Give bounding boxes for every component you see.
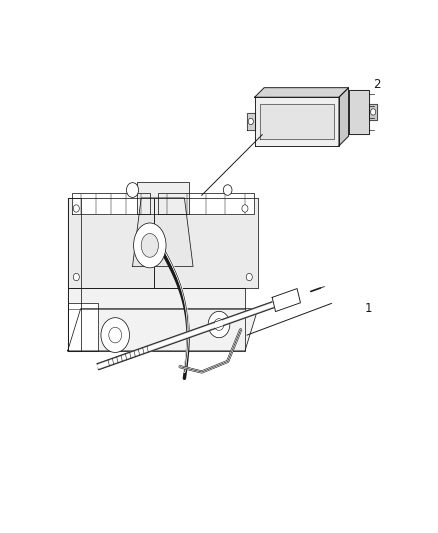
Circle shape	[371, 109, 376, 115]
Circle shape	[73, 205, 79, 212]
Polygon shape	[154, 198, 258, 288]
Circle shape	[248, 118, 253, 125]
Polygon shape	[272, 288, 300, 312]
Polygon shape	[67, 303, 98, 351]
Ellipse shape	[141, 233, 159, 257]
Polygon shape	[98, 297, 292, 368]
Polygon shape	[369, 103, 377, 120]
Polygon shape	[97, 295, 292, 370]
Text: 1: 1	[364, 302, 372, 315]
Polygon shape	[137, 182, 189, 214]
Text: 2: 2	[373, 78, 381, 91]
Circle shape	[214, 319, 224, 330]
Circle shape	[101, 318, 130, 352]
Circle shape	[223, 185, 232, 195]
Polygon shape	[260, 103, 334, 140]
Polygon shape	[349, 90, 369, 134]
Circle shape	[127, 183, 138, 197]
Polygon shape	[159, 192, 254, 214]
Polygon shape	[339, 88, 349, 146]
Polygon shape	[72, 192, 150, 214]
Circle shape	[246, 273, 252, 281]
Polygon shape	[67, 198, 81, 351]
Polygon shape	[133, 198, 193, 266]
Circle shape	[208, 311, 230, 338]
Circle shape	[73, 273, 79, 281]
Polygon shape	[67, 309, 258, 351]
Polygon shape	[67, 198, 154, 288]
Polygon shape	[254, 88, 349, 97]
Polygon shape	[247, 113, 254, 130]
Polygon shape	[254, 97, 339, 146]
Ellipse shape	[134, 223, 166, 268]
Circle shape	[109, 327, 122, 343]
Polygon shape	[67, 288, 245, 351]
Circle shape	[242, 205, 248, 212]
